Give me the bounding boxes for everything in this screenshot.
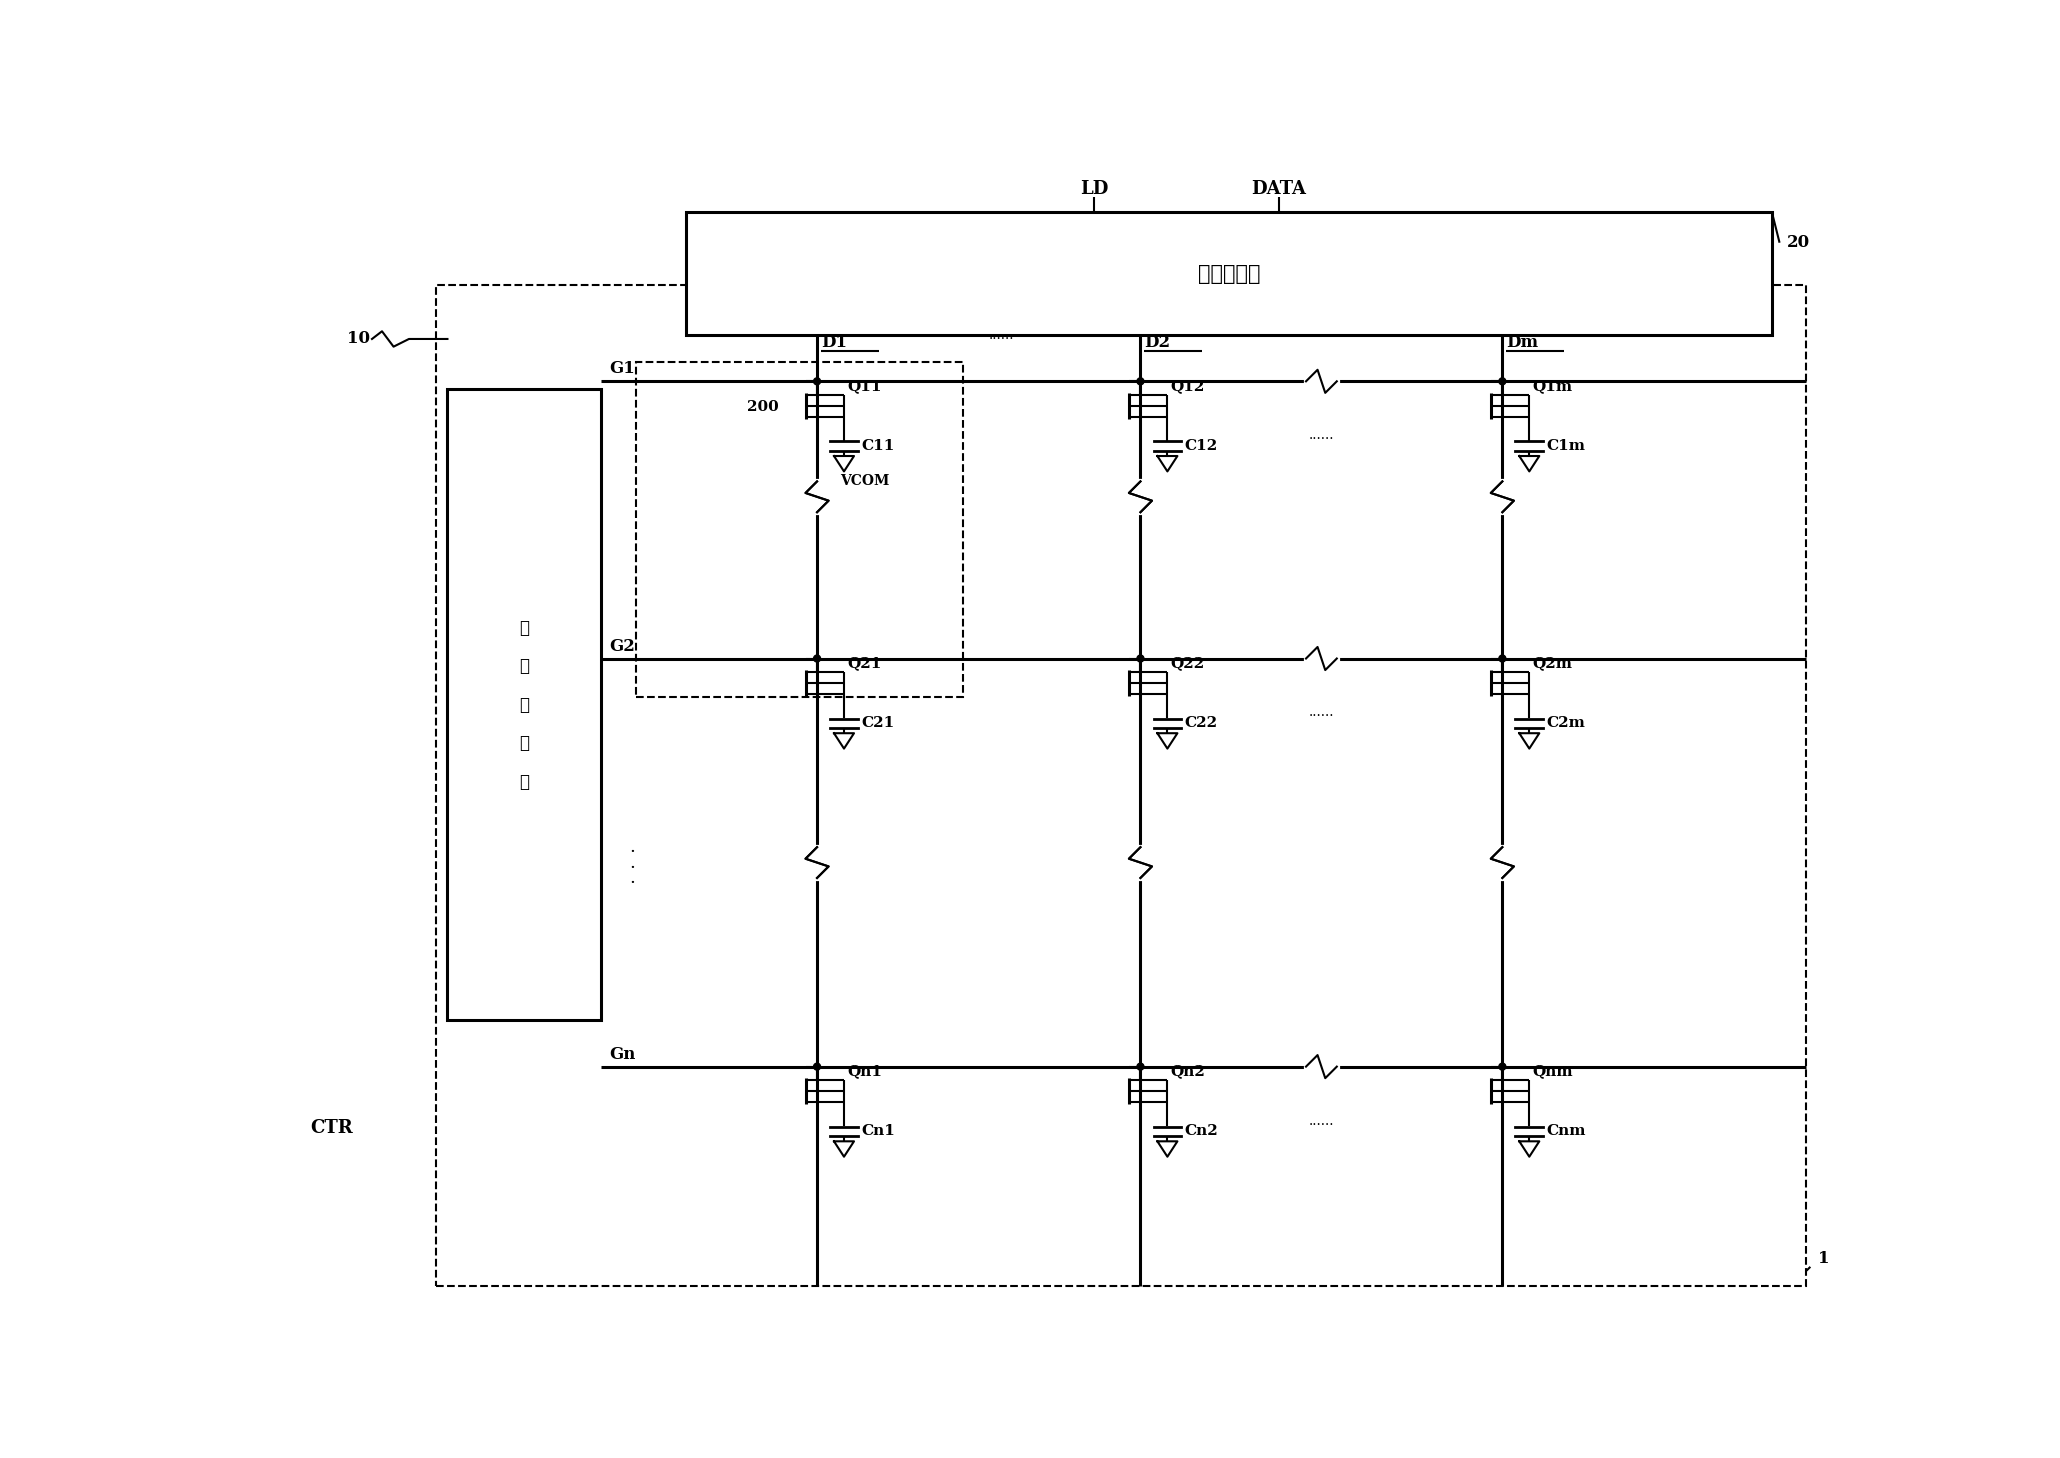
Text: Q1m: Q1m bbox=[1533, 379, 1572, 392]
Text: .: . bbox=[628, 869, 634, 886]
Bar bbox=[637, 362, 964, 697]
Text: 1: 1 bbox=[1819, 1250, 1829, 1267]
Text: LD: LD bbox=[1079, 179, 1108, 198]
Text: ......: ...... bbox=[1308, 706, 1335, 719]
Text: 10: 10 bbox=[348, 331, 371, 347]
Text: 动: 动 bbox=[519, 735, 529, 752]
Text: .: . bbox=[628, 853, 634, 872]
Text: Dm: Dm bbox=[1506, 334, 1539, 350]
Text: Qn1: Qn1 bbox=[847, 1064, 882, 1077]
Circle shape bbox=[814, 378, 820, 385]
Circle shape bbox=[814, 655, 820, 662]
Bar bbox=[447, 389, 602, 1021]
Text: Q11: Q11 bbox=[847, 379, 882, 392]
Text: ......: ...... bbox=[1308, 429, 1335, 442]
Circle shape bbox=[1137, 378, 1143, 385]
Circle shape bbox=[814, 1063, 820, 1070]
Text: Q2m: Q2m bbox=[1533, 656, 1572, 671]
Text: 200: 200 bbox=[748, 399, 779, 414]
Text: C22: C22 bbox=[1184, 716, 1217, 730]
Text: Qnm: Qnm bbox=[1533, 1064, 1574, 1077]
Text: 器: 器 bbox=[519, 773, 529, 790]
Text: 20: 20 bbox=[1788, 235, 1811, 251]
Text: .: . bbox=[628, 838, 634, 856]
Text: C2m: C2m bbox=[1547, 716, 1584, 730]
Text: C12: C12 bbox=[1184, 439, 1217, 453]
Circle shape bbox=[1137, 655, 1143, 662]
Text: C11: C11 bbox=[861, 439, 894, 453]
Bar bbox=[437, 286, 1807, 1286]
Text: D2: D2 bbox=[1143, 334, 1170, 350]
Text: G2: G2 bbox=[610, 637, 634, 655]
Text: VCOM: VCOM bbox=[840, 474, 890, 488]
Circle shape bbox=[1137, 1063, 1143, 1070]
Text: 栊: 栊 bbox=[519, 618, 529, 637]
Text: 极: 极 bbox=[519, 658, 529, 675]
Text: C1m: C1m bbox=[1547, 439, 1586, 453]
Bar bbox=[686, 211, 1772, 335]
Text: 驱: 驱 bbox=[519, 695, 529, 714]
Text: C21: C21 bbox=[861, 716, 894, 730]
Circle shape bbox=[1500, 655, 1506, 662]
Text: Gn: Gn bbox=[610, 1045, 637, 1063]
Circle shape bbox=[1500, 1063, 1506, 1070]
Text: Cn2: Cn2 bbox=[1184, 1124, 1217, 1139]
Text: CTR: CTR bbox=[311, 1120, 354, 1137]
Text: Cn1: Cn1 bbox=[861, 1124, 894, 1139]
Text: 数据驱动器: 数据驱动器 bbox=[1197, 264, 1261, 283]
Text: Q21: Q21 bbox=[847, 656, 882, 671]
Text: D1: D1 bbox=[820, 334, 847, 350]
Text: Cnm: Cnm bbox=[1547, 1124, 1586, 1139]
Text: Qn2: Qn2 bbox=[1170, 1064, 1205, 1077]
Text: DATA: DATA bbox=[1252, 179, 1306, 198]
Text: G1: G1 bbox=[610, 360, 634, 378]
Text: ......: ...... bbox=[1308, 1114, 1335, 1127]
Circle shape bbox=[1500, 378, 1506, 385]
Text: Q12: Q12 bbox=[1170, 379, 1205, 392]
Text: Q22: Q22 bbox=[1170, 656, 1205, 671]
Text: ......: ...... bbox=[989, 328, 1016, 343]
